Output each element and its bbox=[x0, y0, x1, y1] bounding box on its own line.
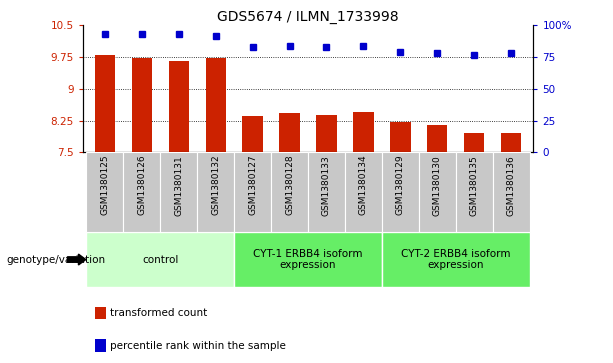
Bar bbox=[390, 122, 411, 152]
Text: transformed count: transformed count bbox=[110, 308, 208, 318]
Bar bbox=[455, 152, 493, 232]
Text: GSM1380135: GSM1380135 bbox=[470, 155, 479, 216]
Bar bbox=[123, 152, 161, 232]
Text: GSM1380127: GSM1380127 bbox=[248, 155, 257, 216]
Bar bbox=[493, 152, 530, 232]
Bar bbox=[464, 134, 484, 152]
Bar bbox=[169, 61, 189, 152]
Bar bbox=[86, 232, 234, 287]
Bar bbox=[234, 232, 382, 287]
Text: GSM1380136: GSM1380136 bbox=[507, 155, 516, 216]
Bar bbox=[308, 152, 345, 232]
Bar bbox=[501, 134, 521, 152]
Text: GSM1380129: GSM1380129 bbox=[396, 155, 405, 216]
Bar bbox=[86, 152, 123, 232]
Text: GSM1380134: GSM1380134 bbox=[359, 155, 368, 216]
Text: GSM1380125: GSM1380125 bbox=[101, 155, 109, 216]
Bar bbox=[382, 152, 419, 232]
Text: GSM1380130: GSM1380130 bbox=[433, 155, 442, 216]
Bar bbox=[382, 232, 530, 287]
Bar bbox=[419, 152, 455, 232]
Text: CYT-1 ERBB4 isoform
expression: CYT-1 ERBB4 isoform expression bbox=[253, 249, 363, 270]
Bar bbox=[234, 152, 271, 232]
Bar bbox=[316, 115, 337, 152]
Bar bbox=[243, 116, 263, 152]
Bar bbox=[161, 152, 197, 232]
Text: GSM1380126: GSM1380126 bbox=[137, 155, 147, 216]
Bar bbox=[205, 58, 226, 152]
Text: control: control bbox=[142, 254, 178, 265]
Text: GSM1380128: GSM1380128 bbox=[285, 155, 294, 216]
Bar bbox=[345, 152, 382, 232]
Text: genotype/variation: genotype/variation bbox=[6, 254, 105, 265]
Text: CYT-2 ERBB4 isoform
expression: CYT-2 ERBB4 isoform expression bbox=[401, 249, 511, 270]
Bar bbox=[353, 112, 373, 152]
Text: GSM1380133: GSM1380133 bbox=[322, 155, 331, 216]
Bar bbox=[271, 152, 308, 232]
Text: percentile rank within the sample: percentile rank within the sample bbox=[110, 341, 286, 351]
Bar bbox=[280, 113, 300, 152]
Text: GSM1380131: GSM1380131 bbox=[174, 155, 183, 216]
Bar bbox=[132, 58, 152, 152]
Title: GDS5674 / ILMN_1733998: GDS5674 / ILMN_1733998 bbox=[217, 11, 399, 24]
Bar bbox=[427, 125, 447, 152]
Bar bbox=[197, 152, 234, 232]
Text: GSM1380132: GSM1380132 bbox=[211, 155, 220, 216]
Bar bbox=[95, 56, 115, 152]
